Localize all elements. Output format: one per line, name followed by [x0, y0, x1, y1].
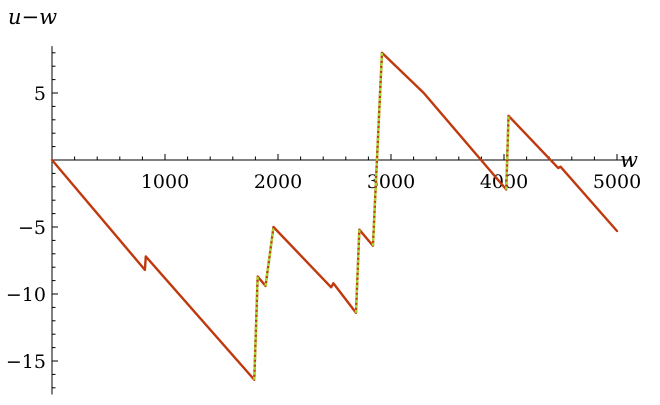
- y-tick-label: 5: [34, 83, 46, 105]
- axes: 1000 2000 3000 4000 5000 5 −5 −10 −15: [6, 46, 641, 395]
- steep-jump-segment: [253, 276, 259, 380]
- steep-jump-segment: [354, 229, 361, 313]
- y-axis-title: u−w: [8, 5, 57, 29]
- x-axis-title: w: [620, 148, 638, 172]
- y-tick-label: −15: [6, 351, 46, 373]
- x-tick-label: 3000: [367, 171, 415, 193]
- x-tick-label: 5000: [593, 171, 641, 193]
- steep-jump-segment: [371, 52, 384, 246]
- x-tick-label: 1000: [141, 171, 189, 193]
- series-line: [50, 51, 619, 381]
- x-tick-label: 4000: [480, 171, 528, 193]
- y-tick-label: −5: [18, 217, 46, 239]
- x-tick-label: 2000: [254, 171, 302, 193]
- y-tick-label: −10: [6, 284, 46, 306]
- plot-area: [50, 51, 619, 381]
- steep-jump-segment: [505, 115, 510, 190]
